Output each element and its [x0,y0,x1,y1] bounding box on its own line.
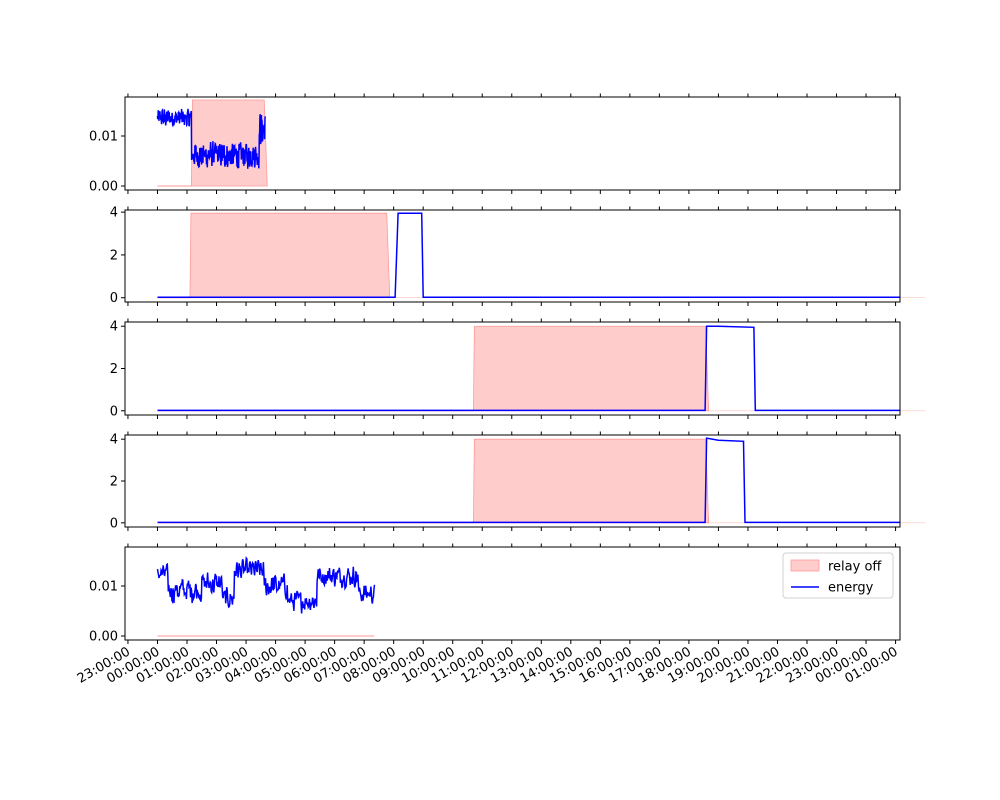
y-tick-label: 4 [110,433,118,448]
y-tick-label: 0.00 [89,180,118,195]
legend-label: relay off [828,560,882,575]
energy-line [156,108,266,170]
y-tick-label: 0.00 [89,630,118,645]
energy-line [156,555,376,614]
y-tick-label: 2 [110,248,118,263]
y-tick-label: 2 [110,475,118,490]
y-tick-label: 0 [110,404,118,419]
energy-line [157,437,900,524]
y-tick-label: 4 [110,320,118,335]
legend-swatch-relay-off [790,559,820,572]
panel-4: 0 2 4 [110,431,926,531]
axes-frame [124,96,901,191]
relay-off-area [189,212,391,299]
legend-label: energy [828,581,874,596]
y-tick-label: 2 [110,362,118,377]
panel-3: 0 2 4 [110,318,926,419]
y-tick-label: 0 [110,291,118,306]
panel-2: 0 2 4 [110,206,926,306]
relay-off-area [472,438,710,524]
energy-line [157,212,900,299]
panel-1: 0.00 0.01 [89,93,901,195]
panel-5: 0.00 0.01 [89,543,901,645]
relay-off-area [472,325,710,412]
legend: relay off energy [782,552,894,599]
y-tick-label: 0.01 [89,130,118,145]
axes-frame [124,209,901,303]
relay-off-area [191,99,268,187]
y-tick-label: 4 [110,206,118,221]
energy-line [157,325,900,412]
y-tick-label: 0 [110,516,118,531]
axes-frame [124,546,901,641]
y-tick-label: 0.01 [89,580,118,595]
